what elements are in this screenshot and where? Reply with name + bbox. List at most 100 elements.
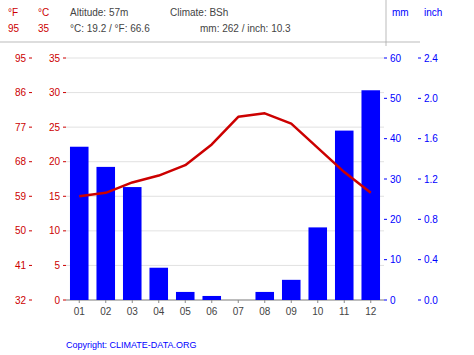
tick-label: 20 — [390, 214, 402, 225]
tick — [105, 300, 106, 303]
annotation: 95 — [8, 23, 20, 34]
axis-label-inch: inch — [424, 7, 442, 18]
tick — [384, 138, 387, 139]
tick — [418, 259, 421, 260]
line — [79, 113, 371, 196]
tick-label: 25 — [49, 122, 61, 133]
bar — [202, 296, 221, 300]
tick-label: 32 — [15, 295, 27, 306]
tick — [79, 300, 80, 303]
bar — [70, 147, 89, 300]
bar — [96, 167, 115, 300]
tick-label: 1.6 — [424, 133, 438, 144]
bar — [335, 131, 354, 300]
chart: °F °C mm inch Altitude: 57m Climate: BSh °C: 1… — [0, 0, 474, 355]
axis-label-mm: mm — [392, 7, 409, 18]
tick-label: 86 — [15, 87, 27, 98]
tick — [29, 265, 32, 266]
tick — [384, 58, 387, 59]
tick — [132, 300, 133, 303]
tick — [29, 92, 32, 93]
tick-label: 2.0 — [424, 93, 438, 104]
tick-label: 03 — [127, 306, 139, 317]
tick — [63, 58, 66, 59]
tick-label: 35 — [49, 53, 61, 64]
bar — [123, 187, 142, 300]
tick-label: 04 — [153, 306, 165, 317]
tick-label: 30 — [49, 87, 61, 98]
tick-label: 41 — [15, 260, 27, 271]
tick-label: 0 — [390, 295, 396, 306]
tick-label: 2.4 — [424, 53, 438, 64]
plot-area — [70, 90, 380, 300]
tick-label: 20 — [49, 156, 61, 167]
annotation: °C: 19.2 / °F: 66.6 — [70, 23, 150, 34]
tick-label: 08 — [259, 306, 271, 317]
tick — [418, 58, 421, 59]
bar — [308, 227, 327, 300]
tick-label: 10 — [390, 254, 402, 265]
tick — [29, 230, 32, 231]
tick — [418, 219, 421, 220]
tick-label: 0.4 — [424, 254, 438, 265]
axis-label-f: °F — [8, 7, 18, 18]
tick-label: 77 — [15, 122, 27, 133]
bar — [149, 268, 168, 300]
tick-label: 10 — [312, 306, 324, 317]
grid-line — [66, 58, 384, 59]
tick — [29, 196, 32, 197]
tick — [418, 138, 421, 139]
tick-label: 0.8 — [424, 214, 438, 225]
annotation: Climate: BSh — [170, 7, 228, 18]
y-axis-c: 05101520253035 — [49, 53, 66, 306]
grid — [66, 58, 384, 300]
separator — [0, 42, 420, 43]
tick — [211, 300, 212, 303]
tick — [418, 179, 421, 180]
separator — [386, 0, 387, 46]
header: °F °C mm inch — [8, 7, 442, 18]
tick — [384, 179, 387, 180]
tick — [384, 259, 387, 260]
grid-line — [66, 127, 384, 128]
tick — [29, 127, 32, 128]
tick — [384, 219, 387, 220]
tick-label: 07 — [233, 306, 245, 317]
axis-label-c: °C — [38, 7, 49, 18]
tick-label: 50 — [15, 225, 27, 236]
tick-label: 5 — [54, 260, 60, 271]
annotation: Altitude: 57m — [70, 7, 128, 18]
tick — [344, 300, 345, 303]
tick — [291, 300, 292, 303]
tick-label: 0 — [54, 295, 60, 306]
bar — [361, 90, 380, 300]
tick — [29, 161, 32, 162]
tick — [418, 300, 421, 301]
bar — [255, 292, 274, 300]
tick — [63, 196, 66, 197]
tick-label: 02 — [100, 306, 112, 317]
y-axis-f: 3241505968778695 — [15, 53, 32, 306]
tick-label: 60 — [390, 53, 402, 64]
tick-label: 09 — [286, 306, 298, 317]
tick — [317, 300, 318, 303]
annotation: mm: 262 / inch: 10.3 — [200, 23, 291, 34]
tick — [29, 300, 32, 301]
x-axis: 010203040506070809101112 — [66, 300, 384, 317]
tick — [264, 300, 265, 303]
tick-label: 30 — [390, 174, 402, 185]
tick — [418, 98, 421, 99]
annotation: 35 — [38, 23, 50, 34]
grid-line — [66, 92, 384, 93]
tick — [63, 161, 66, 162]
tick — [384, 98, 387, 99]
bar — [282, 280, 301, 300]
tick-label: 12 — [365, 306, 377, 317]
tick — [63, 230, 66, 231]
bar — [229, 300, 248, 301]
tick-label: 1.2 — [424, 174, 438, 185]
y2-axis-inch: 0.00.40.81.21.62.02.4 — [418, 53, 438, 306]
tick — [29, 58, 32, 59]
tick-label: 10 — [49, 225, 61, 236]
tick-label: 95 — [15, 53, 27, 64]
